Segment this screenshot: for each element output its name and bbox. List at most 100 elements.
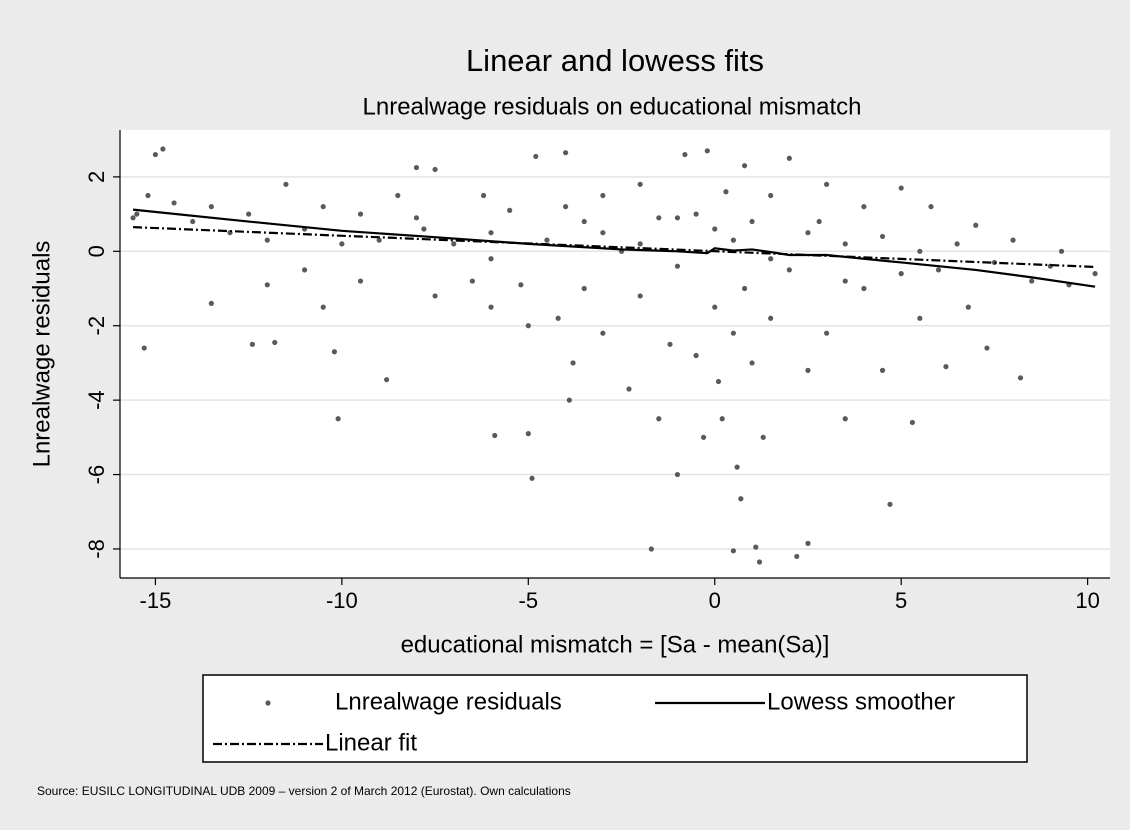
point xyxy=(320,204,326,210)
point xyxy=(357,211,364,217)
point xyxy=(1029,278,1035,284)
point xyxy=(794,553,800,560)
point xyxy=(861,285,867,292)
point xyxy=(816,218,822,225)
point xyxy=(555,315,561,321)
legend-label: Lnrealwage residuals xyxy=(335,688,562,715)
point xyxy=(384,377,390,383)
point xyxy=(600,230,606,236)
point xyxy=(898,185,904,191)
point xyxy=(674,215,681,221)
point xyxy=(879,367,886,373)
point xyxy=(581,218,587,225)
point xyxy=(432,166,438,173)
x-tick-label: -10 xyxy=(326,588,358,613)
point xyxy=(525,431,531,437)
point xyxy=(954,241,960,247)
point xyxy=(1017,375,1024,381)
point xyxy=(656,215,662,221)
point xyxy=(730,330,736,336)
point xyxy=(171,200,177,206)
point xyxy=(738,496,744,502)
point xyxy=(488,256,494,262)
point xyxy=(723,189,729,195)
point xyxy=(667,341,673,347)
fit-line xyxy=(133,226,1096,269)
legend-label: Lowess smoother xyxy=(767,688,955,715)
point xyxy=(1058,248,1065,254)
point xyxy=(842,241,848,247)
point xyxy=(682,151,688,158)
point xyxy=(246,211,252,217)
point xyxy=(357,278,364,284)
point xyxy=(152,151,159,158)
point xyxy=(301,267,308,273)
x-tick-label: 5 xyxy=(895,588,907,613)
point xyxy=(488,230,494,236)
point xyxy=(909,419,915,426)
point xyxy=(376,237,382,243)
point xyxy=(335,416,341,422)
point xyxy=(943,364,949,370)
point xyxy=(600,192,606,199)
point xyxy=(786,267,792,273)
point xyxy=(674,263,681,269)
point xyxy=(283,181,289,187)
point xyxy=(637,293,643,299)
y-tick-label: 2 xyxy=(84,171,109,183)
point xyxy=(518,282,524,288)
point xyxy=(898,271,904,277)
point xyxy=(272,339,278,346)
point xyxy=(492,432,498,439)
point xyxy=(208,204,214,210)
point xyxy=(190,218,196,225)
point xyxy=(741,285,748,292)
x-tick-label: 0 xyxy=(709,588,721,613)
point xyxy=(712,304,718,310)
chart-subtitle: Lnrealwage residuals on educational mism… xyxy=(363,93,862,120)
y-axis-label: Lnrealwage residuals xyxy=(28,241,55,468)
point xyxy=(768,192,774,199)
legend-label: Linear fit xyxy=(325,729,417,756)
point xyxy=(264,282,270,288)
point xyxy=(768,256,774,262)
fit-line xyxy=(132,208,1096,288)
point xyxy=(965,304,971,310)
point xyxy=(719,416,725,422)
y-tick-label: -2 xyxy=(84,316,109,336)
point xyxy=(786,155,792,161)
point xyxy=(879,233,886,240)
point xyxy=(805,367,811,373)
point xyxy=(331,349,338,355)
point xyxy=(756,559,763,565)
point xyxy=(637,241,643,247)
point xyxy=(741,163,748,169)
point xyxy=(712,226,718,232)
point xyxy=(760,434,766,440)
point xyxy=(1010,237,1016,243)
point xyxy=(935,267,942,273)
point xyxy=(626,386,632,392)
point xyxy=(648,546,654,552)
point xyxy=(693,211,699,217)
point xyxy=(704,148,710,154)
point xyxy=(562,204,569,210)
point xyxy=(562,150,569,156)
point xyxy=(134,211,140,217)
point xyxy=(208,300,214,306)
legend-box xyxy=(202,674,1028,763)
point xyxy=(413,215,420,221)
point xyxy=(824,181,830,187)
point xyxy=(637,181,643,187)
point xyxy=(700,434,707,440)
point xyxy=(395,192,401,199)
point xyxy=(570,360,576,366)
y-tick-label: 0 xyxy=(84,245,109,257)
point xyxy=(753,544,759,550)
point xyxy=(842,278,848,284)
point xyxy=(413,164,420,171)
chart-title: Linear and lowess fits xyxy=(466,43,764,78)
point xyxy=(249,341,255,347)
x-tick-label: -15 xyxy=(140,588,172,613)
